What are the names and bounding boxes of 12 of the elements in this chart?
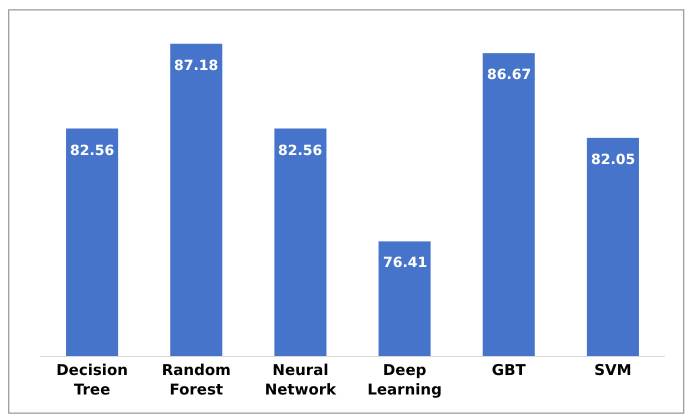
- data-label: 82.56: [278, 143, 322, 159]
- x-tick-label: Neural Network: [264, 361, 338, 398]
- data-label: 76.41: [383, 255, 428, 271]
- data-label: 82.05: [591, 152, 636, 168]
- x-tick-label: Random Forest: [162, 361, 231, 398]
- x-tick-label: Deep Learning: [367, 361, 442, 398]
- data-label: 87.18: [174, 58, 218, 74]
- x-tick-label: SVM: [594, 361, 632, 379]
- data-label: 86.67: [487, 67, 532, 83]
- x-tick-label: Decision Tree: [56, 361, 128, 398]
- x-tick-label: GBT: [492, 361, 527, 379]
- data-label: 82.56: [70, 143, 114, 159]
